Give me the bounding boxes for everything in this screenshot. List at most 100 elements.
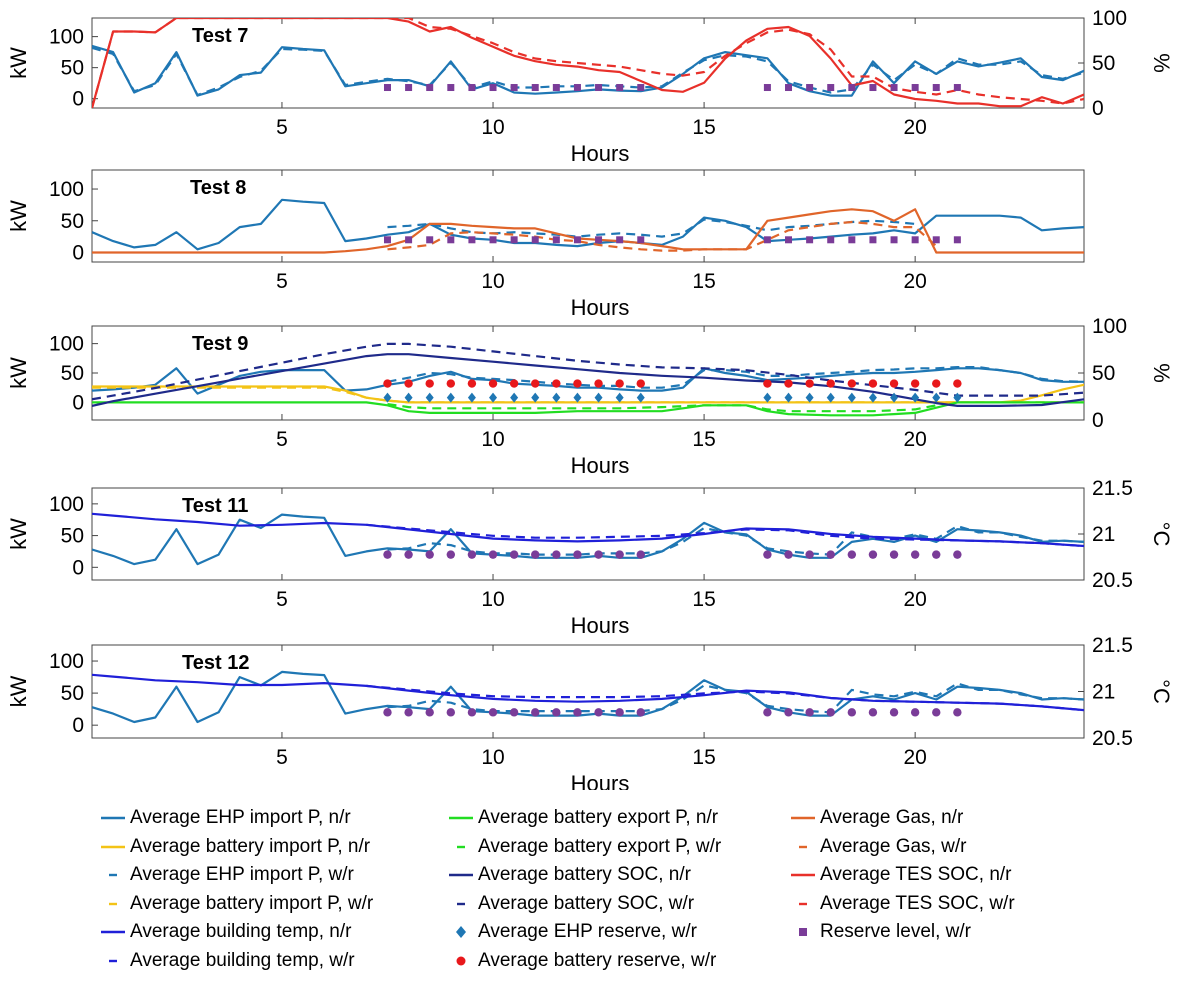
x-tick-label: 15: [692, 588, 715, 611]
series-average-ehp-import-p-w-r: [387, 218, 916, 238]
legend-label: Average battery export P, w/r: [478, 835, 722, 857]
marker-reserve-level-w-r: [827, 84, 835, 92]
legend-marker: [799, 928, 807, 936]
series-average-ehp-import-p-w-r: [92, 46, 1084, 97]
marker-reserve-level-w-r: [405, 236, 413, 244]
marker-reserve-level-w-r: [510, 84, 518, 92]
marker-reserve-level-w-r: [509, 708, 519, 717]
marker-average-ehp-reserve-w-r: [467, 392, 476, 403]
legend-label: Average battery import P, w/r: [130, 892, 374, 914]
legend-swatch: [109, 873, 117, 877]
legend-swatch: [457, 902, 465, 905]
x-tick-label: 20: [903, 270, 926, 293]
legend-item: Average Gas, w/r: [790, 834, 966, 860]
y-right-tick-label: 20.5: [1092, 569, 1133, 592]
marker-reserve-level-w-r: [594, 550, 603, 559]
x-tick-label: 5: [276, 116, 288, 139]
legend-item: Average battery reserve, w/r: [448, 948, 716, 974]
legend-label: Average TES SOC, n/r: [820, 864, 1012, 885]
series-group: [92, 512, 1084, 566]
marker-reserve-level-w-r: [890, 84, 898, 92]
y-tick-label: 0: [72, 391, 84, 414]
marker-average-ehp-reserve-w-r: [763, 392, 772, 403]
marker-average-battery-reserve-w-r: [636, 379, 645, 388]
marker-reserve-level-w-r: [383, 550, 392, 559]
marker-average-battery-reserve-w-r: [847, 379, 857, 388]
x-tick-label: 5: [276, 270, 288, 293]
marker-reserve-level-w-r: [446, 550, 456, 559]
marker-average-ehp-reserve-w-r: [911, 392, 920, 403]
marker-reserve-level-w-r: [426, 84, 434, 92]
marker-average-battery-reserve-w-r: [531, 379, 540, 388]
marker-reserve-level-w-r: [552, 84, 560, 92]
legend-swatch: [101, 845, 125, 848]
y-right-tick-label: 20.5: [1092, 727, 1133, 750]
marker-average-battery-reserve-w-r: [932, 379, 941, 388]
series-average-ehp-import-p-w-r: [387, 525, 1084, 556]
marker-reserve-level-w-r: [763, 550, 772, 559]
axes-box: [91, 169, 1085, 263]
marker-average-ehp-reserve-w-r: [573, 392, 582, 403]
x-axis-label: Hours: [571, 295, 630, 320]
marker-reserve-level-w-r: [911, 236, 919, 244]
marker-reserve-level-w-r: [468, 236, 476, 244]
y-right-axis-label: %: [1149, 363, 1174, 383]
legend-label: Average Gas, w/r: [820, 835, 967, 857]
marker-reserve-level-w-r: [573, 550, 582, 559]
marker-average-battery-reserve-w-r: [446, 379, 456, 388]
series-average-gas-w-r: [387, 220, 938, 252]
marker-average-ehp-reserve-w-r: [932, 392, 941, 403]
legend-item: Average building temp, n/r: [100, 919, 351, 945]
marker-reserve-level-w-r: [784, 550, 793, 559]
marker-average-battery-reserve-w-r: [509, 379, 519, 388]
marker-average-ehp-reserve-w-r: [489, 392, 498, 403]
marker-reserve-level-w-r: [763, 708, 772, 717]
y-tick-label: 0: [72, 88, 84, 111]
legend-label: Average battery import P, n/r: [130, 835, 371, 857]
series-average-tes-soc-w-r: [92, 18, 1084, 108]
marker-reserve-level-w-r: [594, 708, 603, 717]
marker-reserve-level-w-r: [848, 236, 856, 244]
series-average-battery-export-p-w-r: [387, 403, 937, 413]
y-right-tick-label: 21.5: [1092, 634, 1133, 657]
marker-reserve-level-w-r: [488, 550, 498, 559]
y-right-tick-label: 21.5: [1092, 477, 1133, 500]
x-tick-label: 5: [276, 428, 288, 451]
marker-reserve-level-w-r: [425, 550, 434, 559]
marker-reserve-level-w-r: [847, 708, 857, 717]
marker-average-battery-reserve-w-r: [763, 379, 772, 388]
series-average-building-temp-w-r: [366, 523, 1084, 548]
marker-average-battery-reserve-w-r: [573, 379, 582, 388]
y-tick-label: 100: [49, 333, 84, 356]
legend-swatch: [109, 902, 117, 905]
x-tick-label: 20: [903, 746, 926, 769]
y-axis-label: kW: [6, 47, 31, 79]
marker-reserve-level-w-r: [616, 236, 624, 244]
legend-swatch: [799, 845, 807, 848]
marker-reserve-level-w-r: [932, 708, 941, 717]
y-right-tick-label: 100: [1092, 315, 1127, 338]
marker-reserve-level-w-r: [763, 236, 771, 244]
marker-reserve-level-w-r: [848, 84, 856, 92]
marker-reserve-level-w-r: [531, 708, 540, 717]
marker-average-battery-reserve-w-r: [784, 379, 793, 388]
marker-reserve-level-w-r: [468, 84, 476, 92]
marker-reserve-level-w-r: [826, 708, 835, 717]
panel-title: Test 11: [182, 495, 248, 517]
legend-swatch: [791, 816, 815, 820]
y-axis-label: kW: [6, 200, 31, 232]
marker-reserve-level-w-r: [405, 84, 413, 92]
marker-reserve-level-w-r: [595, 84, 603, 92]
x-axis-label: Hours: [571, 613, 630, 638]
marker-reserve-level-w-r: [911, 84, 919, 92]
x-tick-label: 10: [481, 746, 504, 769]
panel-title: Test 12: [182, 652, 249, 674]
marker-reserve-level-w-r: [552, 236, 560, 244]
marker-reserve-level-w-r: [573, 236, 581, 244]
legend-item: Average TES SOC, n/r: [790, 862, 1012, 888]
marker-reserve-level-w-r: [636, 708, 645, 717]
panel-2: 5 10 15 20 0 50 100 Hours kW Test 8: [6, 169, 1085, 320]
marker-average-battery-reserve-w-r: [910, 379, 920, 388]
marker-reserve-level-w-r: [868, 550, 878, 559]
